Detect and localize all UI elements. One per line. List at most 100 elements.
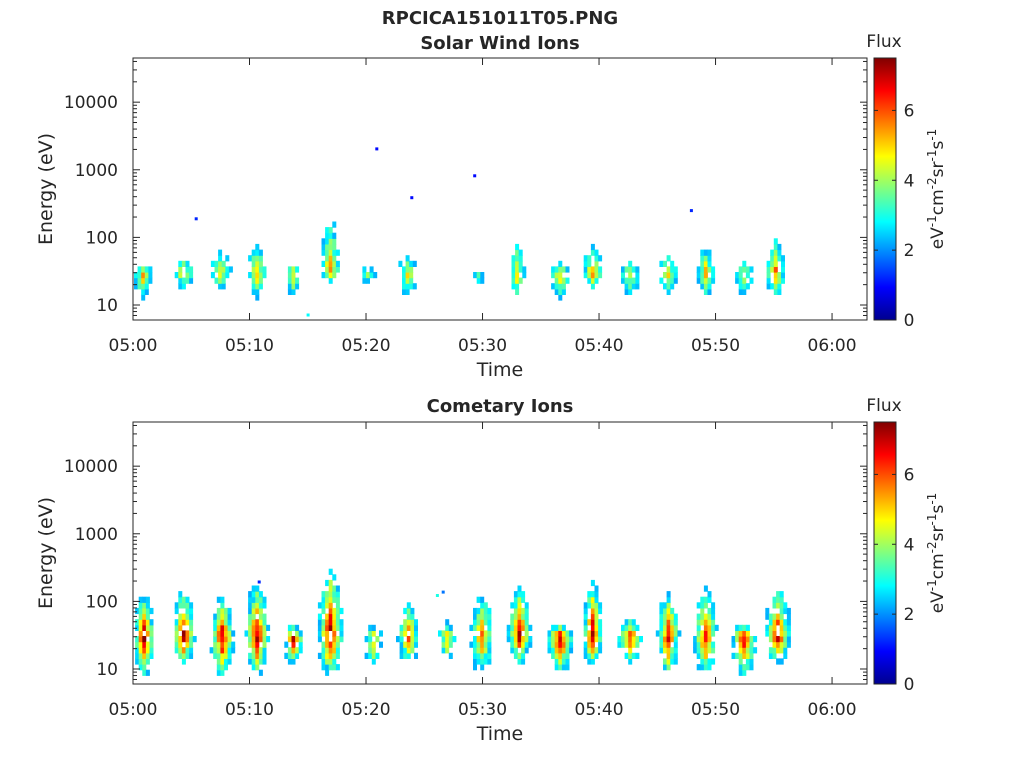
heatmap-cell — [703, 658, 708, 665]
heatmap-cell — [659, 636, 664, 643]
heatmap-cell — [561, 658, 566, 665]
heatmap-cell — [521, 607, 526, 615]
x-tick-label: 05:30 — [458, 336, 507, 356]
heatmap-cell — [476, 607, 481, 615]
heatmap-cell — [325, 266, 330, 273]
heatmap-cell — [598, 607, 603, 615]
heatmap-cell — [524, 602, 529, 609]
heatmap-cell — [174, 630, 179, 637]
heatmap-cell — [783, 602, 788, 609]
heatmap-cell — [409, 272, 414, 279]
heatmap-cell — [214, 277, 219, 284]
heatmap-cell — [483, 602, 488, 609]
heatmap-cell — [220, 619, 225, 626]
heatmap-cell — [621, 272, 625, 279]
heatmap-cell — [174, 607, 179, 615]
heatmap-cell — [473, 636, 477, 643]
heatmap-cell — [251, 283, 256, 290]
heatmap-cell — [218, 260, 223, 267]
heatmap-cell — [248, 636, 253, 643]
heatmap-cell — [742, 636, 747, 643]
heatmap-cell — [510, 641, 515, 648]
heatmap-cell — [561, 277, 566, 284]
heatmap-cell — [262, 619, 267, 626]
heatmap-cell — [624, 288, 629, 295]
heatmap-cell — [480, 619, 485, 626]
heatmap-cell — [178, 641, 183, 648]
heatmap-cell — [768, 636, 773, 643]
heatmap-cell — [332, 232, 337, 239]
heatmap-cell — [178, 283, 183, 290]
heatmap-cell — [225, 272, 230, 279]
heatmap-cell — [666, 283, 671, 290]
heatmap-cell — [216, 630, 221, 637]
heatmap-cell — [483, 652, 488, 659]
heatmap-cell — [227, 619, 232, 626]
heatmap-cell — [700, 607, 705, 615]
heatmap-cell — [659, 613, 664, 620]
heatmap-cell — [773, 249, 778, 256]
heatmap-cell — [321, 641, 326, 648]
heatmap-cell — [284, 641, 289, 648]
heatmap-cell — [480, 624, 485, 631]
heatmap-cell — [317, 636, 322, 643]
heatmap-cell — [135, 624, 140, 631]
heatmap-cell — [528, 636, 533, 643]
heatmap-cell — [779, 619, 784, 626]
y-axis-label: Energy (eV) — [35, 133, 57, 245]
heatmap-cells — [134, 147, 785, 317]
heatmap-cell — [339, 630, 344, 637]
heatmap-cell — [558, 294, 563, 301]
heatmap-cell — [738, 272, 743, 279]
heatmap-cell — [670, 283, 675, 290]
heatmap-cell — [753, 636, 758, 643]
heatmap-cell — [325, 619, 330, 626]
x-tick-label: 05:10 — [225, 700, 274, 720]
heatmap-cell — [410, 613, 415, 620]
heatmap-cell — [138, 647, 143, 654]
heatmap-cell — [138, 602, 143, 609]
heatmap-cell — [707, 596, 712, 603]
heatmap-cell — [522, 272, 527, 279]
heatmap-cell — [666, 624, 671, 631]
colorbar-tick-label: 0 — [904, 675, 915, 695]
heatmap-cell — [174, 647, 179, 654]
heatmap-cell — [317, 624, 322, 631]
heatmap-cell — [770, 255, 775, 262]
colorbar-tick-label: 4 — [904, 535, 915, 555]
heatmap-cell — [583, 272, 588, 279]
heatmap-cell — [703, 619, 708, 626]
heatmap-cell — [598, 619, 603, 626]
heatmap-cell — [328, 579, 333, 587]
heatmap-cell — [221, 266, 226, 273]
heatmap-cell — [332, 591, 337, 598]
heatmap-cell — [144, 272, 149, 279]
heatmap-cell — [483, 619, 488, 626]
heatmap-cell — [786, 624, 791, 631]
heatmap-cell — [181, 652, 186, 659]
heatmap-cell — [332, 596, 337, 603]
heatmap-cell — [213, 619, 218, 626]
heatmap-cell — [666, 607, 671, 615]
heatmap-cell — [696, 602, 701, 609]
heatmap-cell — [291, 624, 296, 631]
heatmap-cell — [406, 647, 411, 654]
heatmap-cell — [178, 613, 183, 620]
heatmap-cell — [225, 266, 230, 273]
heatmap-cell — [773, 272, 778, 279]
x-tick-label: 05:40 — [575, 336, 624, 356]
heatmap-cell — [178, 591, 183, 598]
heatmap-cell — [178, 619, 183, 626]
heatmap-cell — [587, 630, 592, 637]
heatmap-cell — [402, 272, 406, 279]
heatmap-cell — [624, 652, 629, 659]
heatmap-cell — [480, 664, 485, 671]
heatmap-cell — [631, 619, 636, 626]
heatmap-cell — [513, 619, 518, 626]
heatmap-cell — [145, 652, 150, 659]
heatmap-cell — [185, 647, 190, 654]
heatmap-cell — [403, 647, 408, 654]
heatmap-cell — [522, 266, 527, 273]
heatmap-cell — [628, 624, 633, 631]
